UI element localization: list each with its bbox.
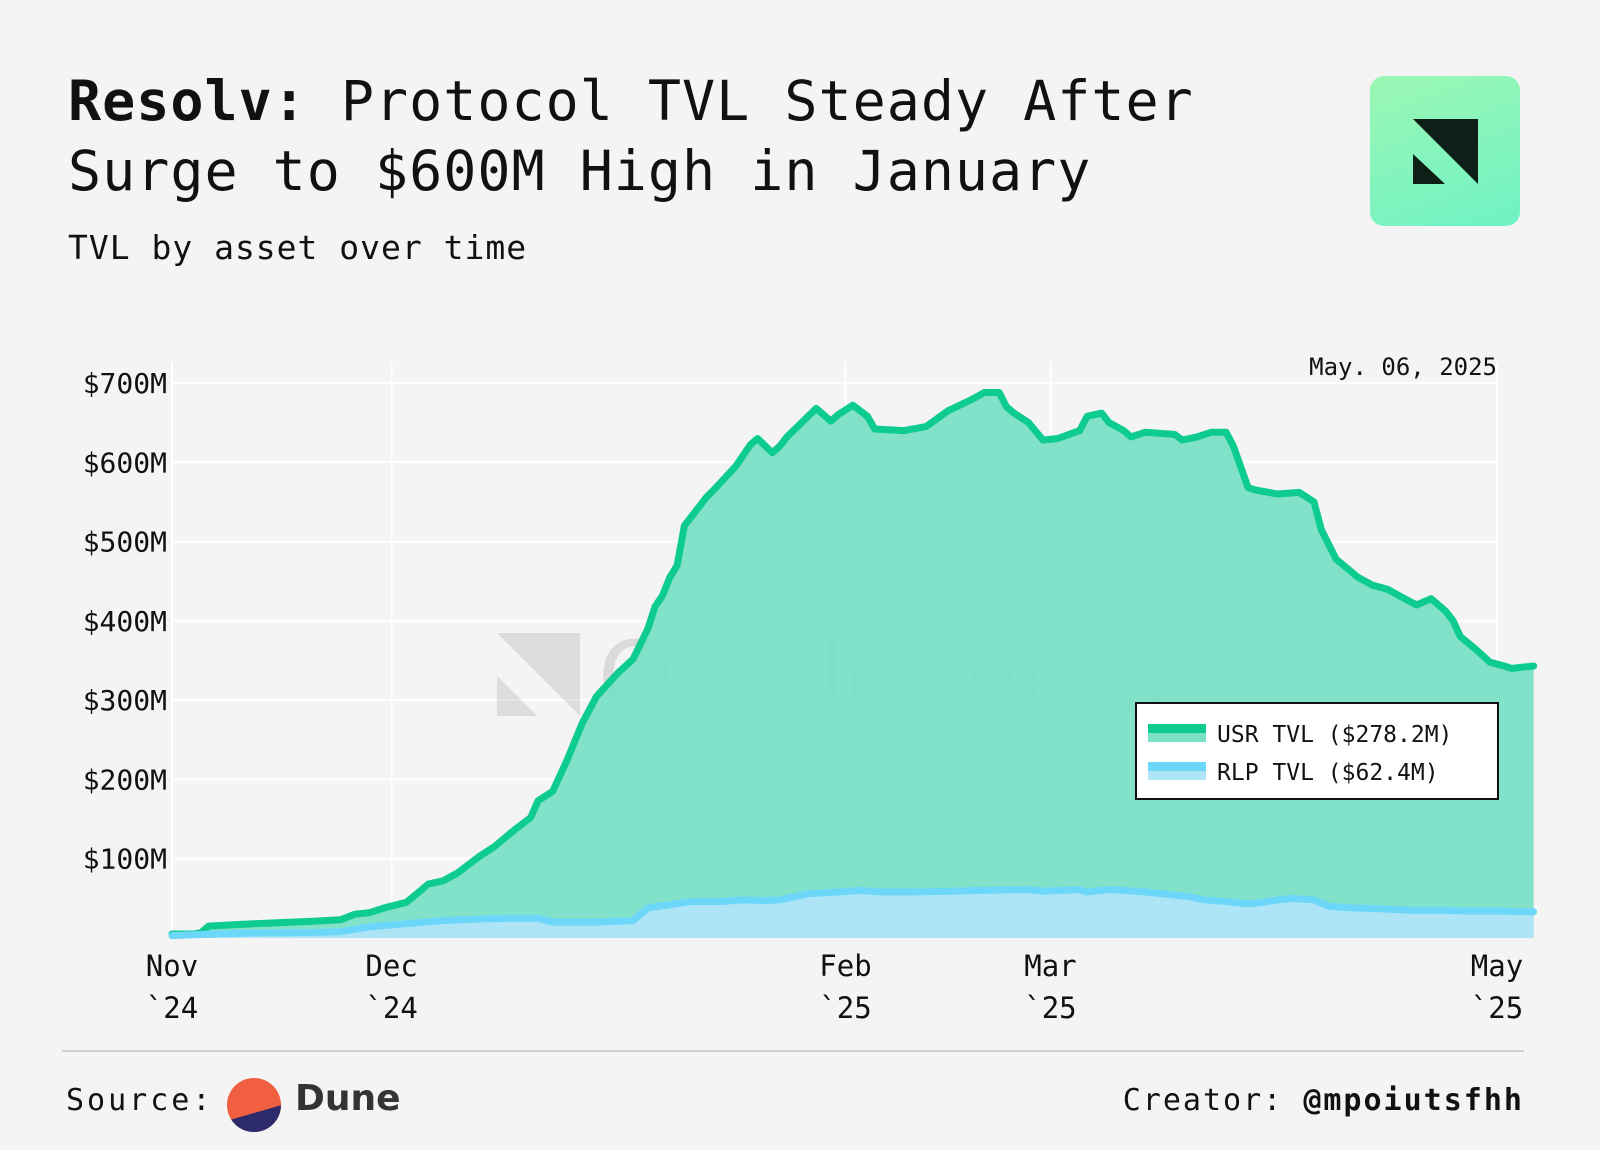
x-tick-label: Feb [819,949,871,983]
chart-title-bold: Resolv: [68,69,307,133]
creator-handle: @mpoiutsfhh [1303,1083,1524,1118]
dune-name: Dune [295,1078,401,1119]
legend-item: RLP TVL ($62.4M) [1148,760,1439,786]
tvl-area-chart: $100M $200M $300M $400M $500M $600M $700M Nov `2… [83,353,1538,1025]
x-tick-label: Dec [365,949,417,983]
series-line [168,886,1538,940]
date-label: May. 06, 2025 [1309,353,1497,381]
x-tick-label: May [1471,949,1523,983]
y-tick-label: $300M [83,684,167,717]
x-tick-label: `24 [146,991,198,1025]
chart-title-rest: Protocol TVL Steady After Surge to $600M… [68,69,1194,203]
x-tick-label: `24 [365,991,417,1025]
series-area [172,889,1534,938]
footer-divider [62,1050,1524,1052]
legend-label: RLP TVL ($62.4M) [1217,760,1439,786]
legend-label: USR TVL ($278.2M) [1217,722,1452,748]
creator-label: Creator: [1122,1083,1284,1118]
dune-logo-icon [227,1078,281,1132]
x-tick-label: `25 [1471,991,1523,1025]
y-tick-label: $400M [83,605,167,638]
series-line [168,389,1538,938]
y-tick-label: $600M [83,446,167,479]
y-tick-label: $200M [83,763,167,796]
legend-swatch [1148,724,1206,733]
x-tick-label: Mar [1024,949,1076,983]
x-tick-label: `25 [819,991,871,1025]
x-tick-label: Nov [146,949,198,983]
legend: USR TVL ($278.2M) RLP TVL ($62.4M) [1135,702,1499,800]
y-tick-label: $500M [83,526,167,559]
y-tick-label: $700M [83,367,167,400]
creator-credit: Creator: @mpoiutsfhh [1123,1083,1524,1118]
legend-swatch [1148,762,1206,771]
y-tick-label: $100M [83,843,167,876]
legend-swatch [1148,771,1206,780]
chart-subtitle: TVL by asset over time [68,228,528,267]
x-tick-label: `25 [1024,991,1076,1025]
ournetwork-logo-icon [1370,76,1520,226]
series-area [172,392,1534,938]
chart-title: Resolv: Protocol TVL Steady After Surge … [68,66,1308,206]
legend-swatch [1148,733,1206,742]
legend-item: USR TVL ($278.2M) [1148,722,1452,748]
source-label: Source: [66,1083,214,1118]
